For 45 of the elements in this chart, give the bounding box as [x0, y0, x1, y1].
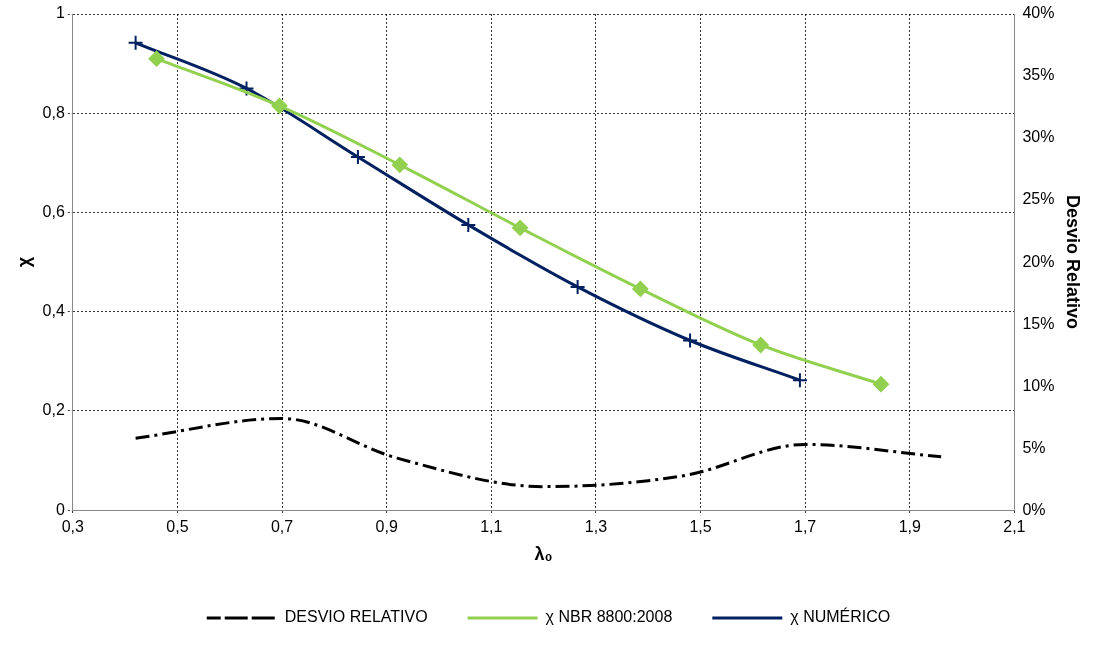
legend-label: χ NUMÉRICO [790, 607, 891, 626]
x-axis-title: λ₀ [534, 544, 553, 565]
y2-tick-label: 20% [1022, 252, 1055, 270]
legend-label: χ NBR 8800:2008 [545, 608, 673, 626]
y2-tick-label: 30% [1022, 128, 1055, 146]
point [632, 280, 649, 297]
point [349, 148, 366, 165]
point [238, 80, 255, 97]
x-tick-label: 0,5 [166, 518, 189, 536]
point [148, 50, 165, 67]
x-tick-label: 2,1 [1003, 518, 1026, 536]
y-tick-label: 0 [55, 500, 65, 518]
x-tick-label: 1,9 [898, 518, 921, 536]
y-tick-label: 0,2 [42, 401, 65, 419]
point [791, 372, 808, 389]
y2-tick-label: 15% [1022, 314, 1055, 332]
x-tick-label: 1,5 [689, 518, 712, 536]
point [460, 216, 477, 233]
point [391, 156, 408, 173]
x-tick-label: 1,1 [480, 518, 503, 536]
y2-axis-title: Desvio Relativo [1063, 195, 1084, 330]
x-tick-label: 0,7 [270, 518, 294, 536]
y-tick-label: 0,6 [42, 202, 65, 220]
point [752, 336, 769, 353]
y-tick-label: 0,8 [42, 103, 65, 121]
point [271, 97, 288, 114]
point [569, 278, 586, 295]
y2-tick-label: 40% [1022, 4, 1055, 22]
y2-tick-label: 5% [1022, 438, 1046, 456]
y-axis-title: χ [13, 256, 34, 268]
x-tick-label: 0,9 [375, 518, 398, 536]
y-tick-label: 1 [55, 4, 65, 22]
x-tick-label: 0,3 [61, 518, 85, 536]
legend-label: DESVIO RELATIVO [284, 608, 428, 626]
point [512, 219, 529, 236]
x-tick-label: 1,3 [584, 518, 608, 536]
point [682, 332, 699, 349]
x-tick-label: 1,7 [794, 518, 817, 536]
y2-tick-label: 25% [1022, 190, 1055, 208]
y2-tick-label: 10% [1022, 376, 1055, 394]
y2-tick-label: 35% [1022, 66, 1055, 84]
point [127, 34, 144, 51]
y2-tick-label: 0% [1022, 500, 1046, 518]
y-tick-label: 0,4 [42, 302, 65, 320]
point [872, 376, 889, 393]
